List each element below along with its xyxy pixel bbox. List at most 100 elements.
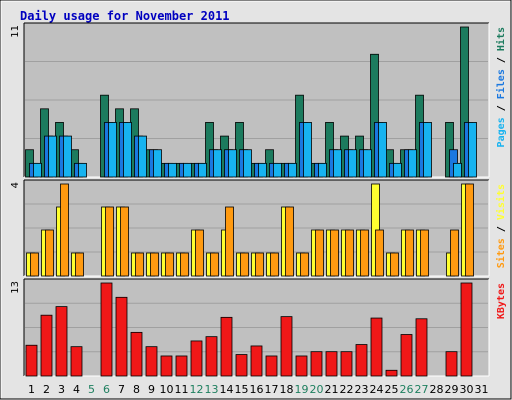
bar-kbytes-day-20 xyxy=(310,351,323,377)
bar-pages-day-18 xyxy=(288,162,297,178)
bar-pages-day-17 xyxy=(273,162,282,178)
x-tick-label: 21 xyxy=(325,383,339,396)
series-axis-label-part: Sites xyxy=(495,238,507,268)
bar-kbytes-day-18 xyxy=(280,316,293,377)
bar-pages-day-26 xyxy=(408,149,417,178)
x-tick-label: 8 xyxy=(133,383,140,396)
bar-pages-day-14 xyxy=(228,149,237,178)
bar-kbytes-day-15 xyxy=(235,354,248,377)
series-axis-label-part: Pages xyxy=(496,117,507,147)
bar-pages-day-13 xyxy=(213,149,222,178)
x-tick-label: 26 xyxy=(400,383,414,396)
bar-kbytes-day-1 xyxy=(25,344,38,377)
bar-pages-day-3 xyxy=(63,135,72,178)
x-tick-label: 9 xyxy=(148,383,155,396)
series-axis-label-part: / xyxy=(496,220,507,238)
panel-kbytes: 13 KBytes xyxy=(10,278,507,377)
bar-sites-day-24 xyxy=(375,229,384,277)
bar-sites-day-21 xyxy=(330,229,339,277)
bar-kbytes-day-24 xyxy=(370,317,383,377)
bar-kbytes-day-23 xyxy=(355,344,368,377)
bar-sites-day-12 xyxy=(195,229,204,277)
bar-sites-day-7 xyxy=(120,206,129,277)
bar-kbytes-day-9 xyxy=(145,346,158,377)
bar-pages-day-25 xyxy=(393,162,402,178)
x-tick-label: 22 xyxy=(340,383,354,396)
bar-sites-day-23 xyxy=(360,229,369,277)
bar-sites-day-30 xyxy=(465,183,474,277)
x-tick-label: 17 xyxy=(265,383,279,396)
chart-title: Daily usage for November 2011 xyxy=(20,9,230,23)
x-tick-label: 13 xyxy=(205,383,219,396)
bar-sites-day-26 xyxy=(405,229,414,277)
y-max-label: 13 xyxy=(10,281,21,294)
x-tick-label: 4 xyxy=(73,383,80,396)
x-tick-label: 25 xyxy=(385,383,399,396)
bar-kbytes-day-11 xyxy=(175,355,188,377)
bar-pages-day-1 xyxy=(33,162,42,178)
series-axis-label-part: Hits xyxy=(495,27,507,51)
bar-sites-day-2 xyxy=(45,229,54,277)
series-axis-label: Sites / Visits xyxy=(495,184,507,268)
bar-pages-day-30 xyxy=(468,122,477,178)
y-max-label: 4 xyxy=(10,182,21,188)
x-tick-label: 6 xyxy=(103,383,110,396)
bar-sites-day-8 xyxy=(135,252,144,277)
bar-kbytes-day-10 xyxy=(160,355,173,377)
bar-sites-day-19 xyxy=(300,252,309,277)
bar-pages-day-24 xyxy=(378,122,387,178)
bar-kbytes-day-27 xyxy=(415,318,428,377)
bar-sites-day-9 xyxy=(150,252,159,277)
x-tick-label: 3 xyxy=(58,383,65,396)
x-tick-label: 28 xyxy=(430,383,444,396)
bar-pages-day-19 xyxy=(303,122,312,178)
bar-kbytes-day-4 xyxy=(70,346,83,377)
bar-pages-day-4 xyxy=(78,162,87,178)
panel-hits-files-pages: 11 Pages / Files / Hits xyxy=(10,22,507,178)
x-tick-label: 29 xyxy=(445,383,459,396)
bar-kbytes-day-19 xyxy=(295,355,308,377)
bar-pages-day-27 xyxy=(423,122,432,178)
bar-kbytes-day-26 xyxy=(400,334,413,377)
x-tick-label: 7 xyxy=(118,383,125,396)
x-tick-label: 11 xyxy=(175,383,189,396)
series-pages xyxy=(33,122,477,178)
bar-kbytes-day-17 xyxy=(265,355,278,377)
bar-pages-day-15 xyxy=(243,149,252,178)
bar-sites-day-22 xyxy=(345,229,354,277)
bar-pages-day-7 xyxy=(123,122,132,178)
bar-sites-day-15 xyxy=(240,252,249,277)
x-tick-label: 19 xyxy=(295,383,309,396)
chart-panels: 11 Pages / Files / Hits 4 Sites / Visits 13 K… xyxy=(10,22,507,377)
bar-kbytes-day-6 xyxy=(100,282,113,377)
bar-pages-day-10 xyxy=(168,162,177,178)
x-tick-label: 2 xyxy=(43,383,50,396)
bar-pages-day-2 xyxy=(48,135,57,178)
bar-pages-day-23 xyxy=(363,149,372,178)
x-tick-label: 10 xyxy=(160,383,174,396)
bar-kbytes-day-3 xyxy=(55,306,68,377)
bar-sites-day-16 xyxy=(255,252,264,277)
bar-kbytes-day-14 xyxy=(220,316,233,377)
bar-pages-day-12 xyxy=(198,162,207,178)
series-axis-label-part: KBytes xyxy=(496,283,507,319)
bar-sites-day-10 xyxy=(165,252,174,277)
bar-kbytes-day-16 xyxy=(250,345,263,377)
bar-kbytes-day-29 xyxy=(445,351,458,377)
bar-sites-day-20 xyxy=(315,229,324,277)
x-tick-label: 1 xyxy=(28,383,35,396)
bar-kbytes-day-7 xyxy=(115,296,128,377)
bar-pages-day-9 xyxy=(153,149,162,178)
bar-pages-day-8 xyxy=(138,135,147,178)
bar-sites-day-27 xyxy=(420,229,429,277)
bar-pages-day-11 xyxy=(183,162,192,178)
series-axis-label-part: / xyxy=(496,51,507,69)
series-kbytes xyxy=(25,282,473,377)
bar-pages-day-29 xyxy=(453,162,462,178)
bar-kbytes-day-30 xyxy=(460,282,473,377)
x-tick-label: 15 xyxy=(235,383,249,396)
x-tick-label: 14 xyxy=(220,383,234,396)
bar-sites-day-14 xyxy=(225,206,234,277)
series-axis-label-part: Visits xyxy=(495,184,507,220)
